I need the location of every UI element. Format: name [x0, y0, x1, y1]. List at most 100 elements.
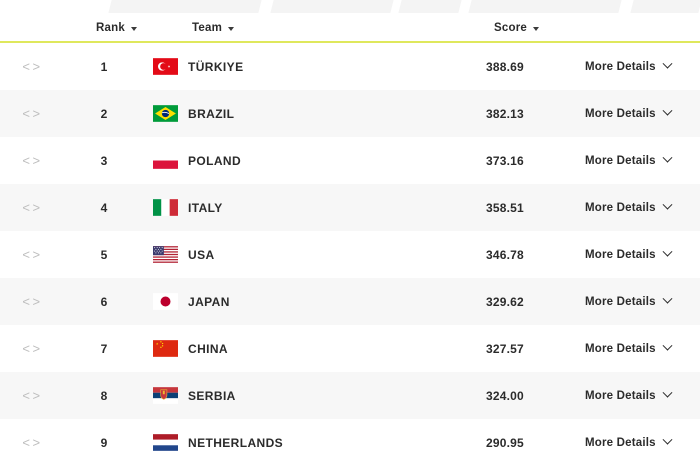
tab-shape-4[interactable]: [468, 0, 622, 13]
score-value: 290.95: [486, 435, 524, 450]
table-row[interactable]: < > 3 POLAND 373.16 More Details: [0, 137, 700, 184]
cell-flag: [150, 90, 180, 137]
cell-team[interactable]: JAPAN: [188, 278, 230, 325]
cell-flag: [150, 372, 180, 419]
caret-down-icon: [228, 26, 234, 31]
cell-team[interactable]: CHINA: [188, 325, 228, 372]
table-row[interactable]: < > 8 SERBIA 324.00 More Details: [0, 372, 700, 419]
cell-team[interactable]: ITALY: [188, 184, 223, 231]
column-header-team-label: Team: [192, 21, 222, 34]
cell-team[interactable]: USA: [188, 231, 215, 278]
flag-icon-turkey: [152, 58, 178, 75]
cell-rank: 5: [88, 231, 120, 278]
table-row[interactable]: < > 5 USA 346.78 More Details: [0, 231, 700, 278]
header-divider: [0, 41, 700, 43]
chevron-down-icon: [662, 246, 673, 257]
embed-code-button[interactable]: < >: [14, 90, 48, 137]
column-header-rank[interactable]: Rank: [96, 13, 137, 42]
table-header: Rank Team Score: [0, 13, 700, 42]
code-brackets-icon: < >: [22, 435, 40, 450]
cell-rank: 4: [88, 184, 120, 231]
team-name: USA: [188, 247, 215, 262]
team-name: POLAND: [188, 153, 242, 168]
tab-shape-5[interactable]: [630, 0, 700, 13]
cell-score: 290.95: [486, 419, 558, 464]
chevron-down-icon: [662, 293, 673, 304]
chevron-down-icon: [662, 58, 673, 69]
table-row[interactable]: < > 9 NETHERLANDS 290.95 More Details: [0, 419, 700, 464]
rank-value: 6: [100, 294, 108, 309]
cell-rank: 1: [88, 43, 120, 90]
cell-flag: [150, 137, 180, 184]
cell-rank: 8: [88, 372, 120, 419]
code-brackets-icon: < >: [22, 341, 40, 356]
cell-flag: [150, 278, 180, 325]
more-details-button[interactable]: More Details: [585, 278, 673, 325]
embed-code-button[interactable]: < >: [14, 231, 48, 278]
flag-icon-brazil: [152, 105, 178, 122]
more-details-label: More Details: [585, 295, 656, 308]
chevron-down-icon: [662, 434, 673, 445]
flag-icon-netherlands: [152, 434, 178, 451]
flag-icon-china: [152, 340, 178, 357]
tab-shape-2[interactable]: [270, 0, 394, 13]
cell-team[interactable]: POLAND: [188, 137, 241, 184]
column-header-team[interactable]: Team: [192, 13, 234, 42]
more-details-button[interactable]: More Details: [585, 325, 673, 372]
cell-team[interactable]: NETHERLANDS: [188, 419, 283, 464]
score-value: 373.16: [486, 153, 524, 168]
embed-code-button[interactable]: < >: [14, 372, 48, 419]
code-brackets-icon: < >: [22, 247, 40, 262]
code-brackets-icon: < >: [22, 59, 40, 74]
rank-value: 7: [100, 341, 108, 356]
more-details-button[interactable]: More Details: [585, 184, 673, 231]
cell-score: 346.78: [486, 231, 558, 278]
cell-team[interactable]: BRAZIL: [188, 90, 234, 137]
score-value: 324.00: [486, 388, 524, 403]
table-row[interactable]: < > 4 ITALY 358.51 More Details: [0, 184, 700, 231]
cell-rank: 7: [88, 325, 120, 372]
cell-score: 358.51: [486, 184, 558, 231]
code-brackets-icon: < >: [22, 200, 40, 215]
rank-value: 1: [100, 59, 108, 74]
table-row[interactable]: < > 1 TÜRKIYE 388.69 More Details: [0, 43, 700, 90]
team-name: SERBIA: [188, 388, 236, 403]
tab-shape-1[interactable]: [108, 0, 262, 13]
embed-code-button[interactable]: < >: [14, 137, 48, 184]
cell-flag: [150, 184, 180, 231]
table-row[interactable]: < > 2 BRAZIL 382.13 More Details: [0, 90, 700, 137]
rank-value: 2: [100, 106, 108, 121]
embed-code-button[interactable]: < >: [14, 43, 48, 90]
table-row[interactable]: < > 6 JAPAN 329.62 More Details: [0, 278, 700, 325]
embed-code-button[interactable]: < >: [14, 184, 48, 231]
cell-team[interactable]: SERBIA: [188, 372, 236, 419]
more-details-button[interactable]: More Details: [585, 90, 673, 137]
cell-score: 373.16: [486, 137, 558, 184]
more-details-label: More Details: [585, 342, 656, 355]
more-details-button[interactable]: More Details: [585, 231, 673, 278]
score-value: 382.13: [486, 106, 524, 121]
rank-value: 5: [100, 247, 108, 262]
more-details-button[interactable]: More Details: [585, 372, 673, 419]
team-name: BRAZIL: [188, 106, 235, 121]
chevron-down-icon: [662, 387, 673, 398]
code-brackets-icon: < >: [22, 106, 40, 121]
more-details-button[interactable]: More Details: [585, 43, 673, 90]
embed-code-button[interactable]: < >: [14, 419, 48, 464]
cell-rank: 2: [88, 90, 120, 137]
rank-value: 3: [100, 153, 108, 168]
cell-team[interactable]: TÜRKIYE: [188, 43, 243, 90]
embed-code-button[interactable]: < >: [14, 325, 48, 372]
team-name: JAPAN: [188, 294, 230, 309]
tab-shape-3[interactable]: [398, 0, 462, 13]
embed-code-button[interactable]: < >: [14, 278, 48, 325]
table-row[interactable]: < > 7 CHINA 327.57 More Details: [0, 325, 700, 372]
more-details-label: More Details: [585, 389, 656, 402]
column-header-score[interactable]: Score: [494, 13, 539, 42]
column-header-score-label: Score: [494, 21, 527, 34]
more-details-label: More Details: [585, 60, 656, 73]
chevron-down-icon: [662, 152, 673, 163]
more-details-button[interactable]: More Details: [585, 137, 673, 184]
more-details-button[interactable]: More Details: [585, 419, 673, 464]
rank-value: 4: [100, 200, 108, 215]
